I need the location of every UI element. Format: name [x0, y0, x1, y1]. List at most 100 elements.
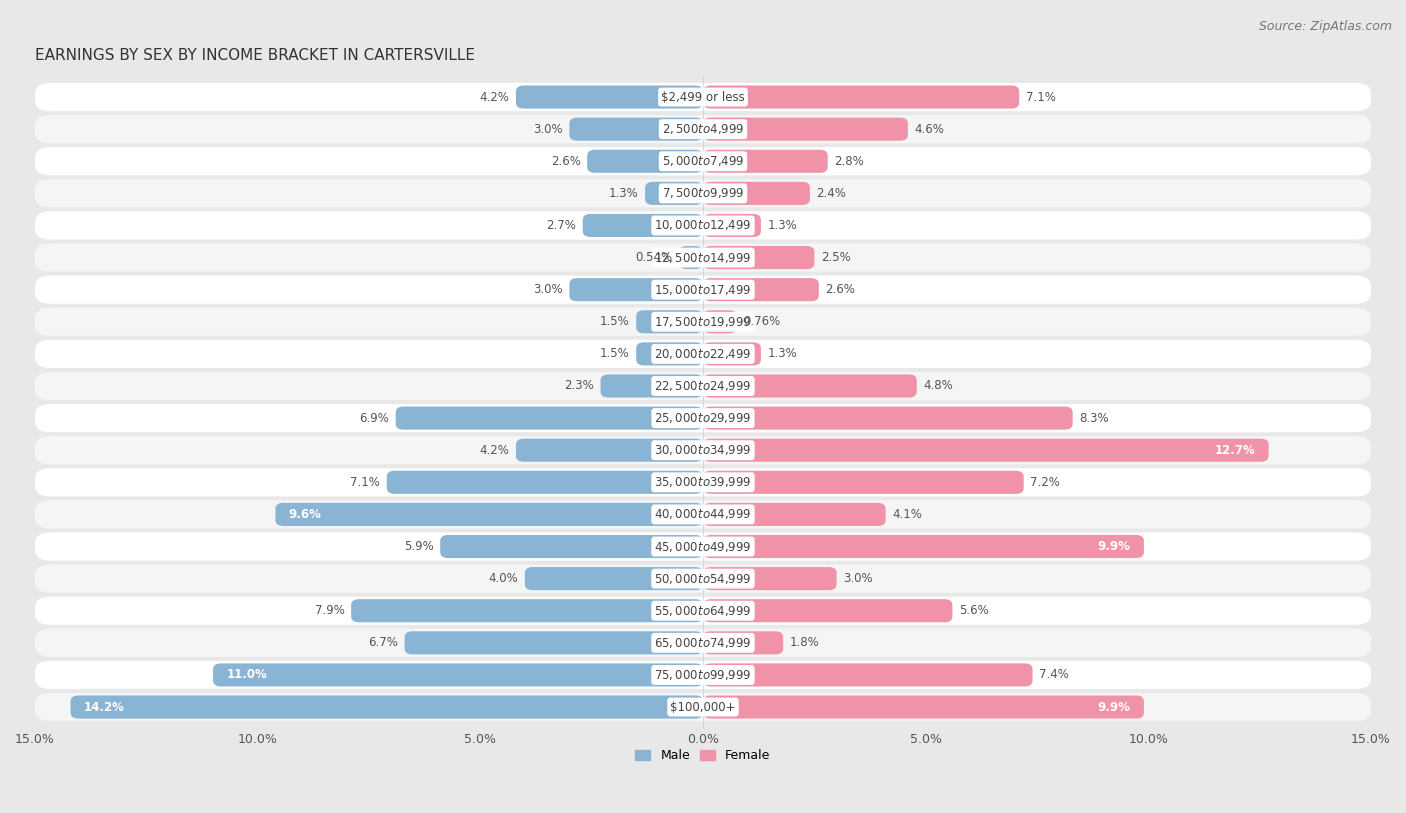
Text: 11.0%: 11.0%	[226, 668, 267, 681]
Text: $25,000 to $29,999: $25,000 to $29,999	[654, 411, 752, 425]
FancyBboxPatch shape	[600, 375, 703, 398]
Text: 2.4%: 2.4%	[817, 187, 846, 200]
Text: 3.0%: 3.0%	[844, 572, 873, 585]
Text: 9.9%: 9.9%	[1098, 701, 1130, 714]
Text: 1.5%: 1.5%	[600, 347, 630, 360]
Text: 6.9%: 6.9%	[359, 411, 389, 424]
Text: 2.6%: 2.6%	[551, 154, 581, 167]
Text: $10,000 to $12,499: $10,000 to $12,499	[654, 219, 752, 233]
FancyBboxPatch shape	[35, 564, 1371, 593]
Text: 12.7%: 12.7%	[1215, 444, 1256, 457]
FancyBboxPatch shape	[35, 693, 1371, 721]
Text: 7.1%: 7.1%	[350, 476, 380, 489]
FancyBboxPatch shape	[516, 439, 703, 462]
Text: 1.3%: 1.3%	[768, 347, 797, 360]
Text: $30,000 to $34,999: $30,000 to $34,999	[654, 443, 752, 457]
FancyBboxPatch shape	[35, 533, 1371, 561]
FancyBboxPatch shape	[703, 85, 1019, 109]
FancyBboxPatch shape	[703, 535, 1144, 558]
Text: 7.9%: 7.9%	[315, 604, 344, 617]
FancyBboxPatch shape	[35, 243, 1371, 272]
FancyBboxPatch shape	[35, 661, 1371, 689]
Text: $20,000 to $22,499: $20,000 to $22,499	[654, 347, 752, 361]
FancyBboxPatch shape	[703, 406, 1073, 429]
Text: $17,500 to $19,999: $17,500 to $19,999	[654, 315, 752, 328]
FancyBboxPatch shape	[703, 439, 1268, 462]
Text: $2,499 or less: $2,499 or less	[661, 90, 745, 103]
FancyBboxPatch shape	[569, 118, 703, 141]
Text: 9.9%: 9.9%	[1098, 540, 1130, 553]
Text: $5,000 to $7,499: $5,000 to $7,499	[662, 154, 744, 168]
Text: $65,000 to $74,999: $65,000 to $74,999	[654, 636, 752, 650]
FancyBboxPatch shape	[440, 535, 703, 558]
FancyBboxPatch shape	[703, 567, 837, 590]
Text: EARNINGS BY SEX BY INCOME BRACKET IN CARTERSVILLE: EARNINGS BY SEX BY INCOME BRACKET IN CAR…	[35, 47, 475, 63]
Text: 9.6%: 9.6%	[288, 508, 322, 521]
Text: 1.3%: 1.3%	[609, 187, 638, 200]
FancyBboxPatch shape	[703, 182, 810, 205]
Text: 5.9%: 5.9%	[404, 540, 433, 553]
Text: 14.2%: 14.2%	[84, 701, 125, 714]
FancyBboxPatch shape	[35, 179, 1371, 207]
FancyBboxPatch shape	[582, 214, 703, 237]
Text: $2,500 to $4,999: $2,500 to $4,999	[662, 122, 744, 136]
Text: 4.2%: 4.2%	[479, 444, 509, 457]
Text: 2.3%: 2.3%	[564, 380, 593, 393]
FancyBboxPatch shape	[35, 628, 1371, 657]
FancyBboxPatch shape	[35, 115, 1371, 143]
FancyBboxPatch shape	[35, 404, 1371, 433]
FancyBboxPatch shape	[703, 311, 737, 333]
FancyBboxPatch shape	[70, 695, 703, 719]
FancyBboxPatch shape	[35, 307, 1371, 336]
Text: $35,000 to $39,999: $35,000 to $39,999	[654, 476, 752, 489]
Legend: Male, Female: Male, Female	[630, 744, 776, 767]
Text: 2.5%: 2.5%	[821, 251, 851, 264]
FancyBboxPatch shape	[703, 471, 1024, 493]
Text: 4.0%: 4.0%	[488, 572, 519, 585]
Text: 6.7%: 6.7%	[368, 637, 398, 650]
Text: $22,500 to $24,999: $22,500 to $24,999	[654, 379, 752, 393]
Text: 1.3%: 1.3%	[768, 219, 797, 232]
FancyBboxPatch shape	[35, 597, 1371, 625]
FancyBboxPatch shape	[35, 83, 1371, 111]
FancyBboxPatch shape	[636, 311, 703, 333]
Text: 7.1%: 7.1%	[1026, 90, 1056, 103]
FancyBboxPatch shape	[387, 471, 703, 493]
FancyBboxPatch shape	[405, 631, 703, 654]
Text: $15,000 to $17,499: $15,000 to $17,499	[654, 283, 752, 297]
FancyBboxPatch shape	[703, 278, 818, 302]
FancyBboxPatch shape	[35, 500, 1371, 528]
FancyBboxPatch shape	[703, 663, 1032, 686]
Text: $12,500 to $14,999: $12,500 to $14,999	[654, 250, 752, 264]
FancyBboxPatch shape	[703, 503, 886, 526]
FancyBboxPatch shape	[703, 118, 908, 141]
FancyBboxPatch shape	[352, 599, 703, 622]
FancyBboxPatch shape	[645, 182, 703, 205]
Text: 2.6%: 2.6%	[825, 283, 855, 296]
Text: 4.1%: 4.1%	[893, 508, 922, 521]
FancyBboxPatch shape	[703, 214, 761, 237]
Text: 2.7%: 2.7%	[546, 219, 576, 232]
Text: Source: ZipAtlas.com: Source: ZipAtlas.com	[1258, 20, 1392, 33]
FancyBboxPatch shape	[35, 276, 1371, 304]
Text: 7.2%: 7.2%	[1031, 476, 1060, 489]
FancyBboxPatch shape	[35, 147, 1371, 176]
Text: 4.2%: 4.2%	[479, 90, 509, 103]
Text: $75,000 to $99,999: $75,000 to $99,999	[654, 668, 752, 682]
FancyBboxPatch shape	[703, 631, 783, 654]
FancyBboxPatch shape	[214, 663, 703, 686]
FancyBboxPatch shape	[703, 375, 917, 398]
Text: $50,000 to $54,999: $50,000 to $54,999	[654, 572, 752, 585]
FancyBboxPatch shape	[395, 406, 703, 429]
FancyBboxPatch shape	[636, 342, 703, 366]
Text: 2.8%: 2.8%	[834, 154, 865, 167]
FancyBboxPatch shape	[703, 342, 761, 366]
Text: 8.3%: 8.3%	[1080, 411, 1109, 424]
FancyBboxPatch shape	[588, 150, 703, 173]
Text: 1.8%: 1.8%	[790, 637, 820, 650]
Text: $40,000 to $44,999: $40,000 to $44,999	[654, 507, 752, 521]
Text: 1.5%: 1.5%	[600, 315, 630, 328]
FancyBboxPatch shape	[524, 567, 703, 590]
Text: 7.4%: 7.4%	[1039, 668, 1069, 681]
FancyBboxPatch shape	[703, 695, 1144, 719]
